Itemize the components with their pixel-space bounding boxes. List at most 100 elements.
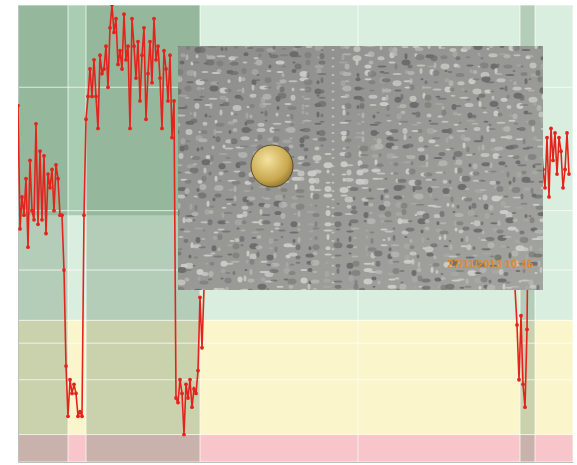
texture-grain	[327, 234, 330, 240]
texture-grain	[231, 111, 234, 115]
texture-grain	[280, 54, 289, 56]
texture-grain	[265, 120, 268, 122]
texture-grain	[280, 87, 285, 93]
texture-grain	[187, 81, 194, 83]
texture-grain	[180, 229, 185, 231]
texture-grain	[441, 276, 446, 280]
texture-grain	[326, 262, 329, 264]
texture-grain	[369, 80, 376, 84]
texture-grain	[441, 55, 448, 59]
texture-grain	[512, 187, 521, 193]
texture-grain	[510, 79, 513, 81]
texture-grain	[247, 251, 250, 257]
texture-grain	[494, 110, 499, 116]
texture-grain	[345, 196, 354, 202]
texture-grain	[379, 153, 382, 157]
texture-grain	[264, 204, 271, 208]
texture-grain	[225, 89, 232, 93]
texture-grain	[224, 212, 233, 214]
texture-grain	[252, 85, 255, 91]
texture-grain	[468, 112, 473, 118]
texture-grain	[194, 257, 199, 259]
texture-grain	[541, 187, 544, 189]
marker	[164, 67, 168, 71]
texture-grain	[319, 61, 326, 65]
texture-grain	[298, 222, 301, 226]
texture-grain	[522, 247, 529, 251]
texture-grain	[387, 120, 392, 122]
texture-grain	[372, 276, 377, 280]
texture-grain	[497, 122, 506, 124]
texture-grain	[246, 260, 249, 264]
texture-grain	[274, 239, 279, 241]
texture-grain	[185, 97, 190, 99]
texture-grain	[257, 74, 260, 76]
texture-grain	[425, 102, 432, 108]
texture-grain	[308, 223, 315, 225]
texture-grain	[200, 96, 205, 98]
texture-grain	[340, 122, 349, 124]
marker	[92, 58, 96, 62]
texture-grain	[377, 132, 380, 134]
texture-grain	[225, 263, 234, 265]
texture-grain	[207, 201, 210, 207]
texture-grain	[315, 46, 324, 51]
texture-grain	[475, 272, 482, 274]
texture-grain	[410, 245, 415, 249]
texture-grain	[449, 240, 452, 242]
texture-grain	[305, 52, 312, 58]
texture-grain	[313, 228, 320, 230]
texture-grain	[325, 186, 332, 192]
texture-grain	[416, 204, 425, 206]
marker	[142, 26, 146, 30]
texture-grain	[417, 122, 422, 124]
texture-grain	[455, 228, 458, 232]
texture-grain	[466, 236, 469, 242]
texture-grain	[369, 95, 378, 99]
texture-grain	[181, 138, 186, 144]
texture-grain	[321, 145, 324, 147]
texture-grain	[347, 170, 352, 176]
texture-grain	[332, 66, 335, 68]
texture-grain	[539, 181, 544, 183]
texture-grain	[513, 155, 520, 159]
texture-grain	[208, 219, 213, 225]
texture-grain	[395, 277, 400, 279]
marker	[184, 382, 188, 386]
texture-grain	[332, 124, 335, 126]
texture-grain	[179, 95, 188, 97]
texture-grain	[183, 217, 186, 223]
texture-grain	[377, 111, 380, 113]
texture-grain	[482, 248, 491, 250]
texture-grain	[529, 215, 532, 217]
texture-grain	[527, 147, 534, 149]
texture-grain	[332, 165, 335, 167]
texture-grain	[489, 46, 494, 48]
texture-grain	[538, 212, 544, 216]
texture-grain	[222, 231, 231, 233]
texture-grain	[226, 98, 229, 102]
texture-grain	[213, 197, 216, 201]
texture-grain	[386, 95, 389, 101]
texture-grain	[210, 262, 215, 266]
texture-grain	[347, 147, 350, 149]
texture-grain	[242, 220, 247, 224]
texture-grain	[341, 131, 348, 135]
texture-grain	[212, 245, 217, 251]
texture-grain	[234, 46, 239, 49]
texture-grain	[200, 280, 209, 284]
texture-grain	[524, 187, 531, 191]
texture-grain	[345, 103, 352, 109]
texture-grain	[412, 276, 419, 282]
texture-grain	[479, 180, 486, 182]
texture-grain	[454, 151, 463, 157]
texture-grain	[482, 145, 485, 151]
texture-grain	[241, 136, 250, 140]
texture-grain	[450, 187, 453, 189]
marker	[76, 414, 80, 418]
texture-grain	[230, 240, 235, 242]
texture-grain	[438, 98, 447, 100]
texture-grain	[504, 54, 511, 58]
texture-grain	[516, 270, 521, 272]
texture-grain	[324, 162, 333, 168]
